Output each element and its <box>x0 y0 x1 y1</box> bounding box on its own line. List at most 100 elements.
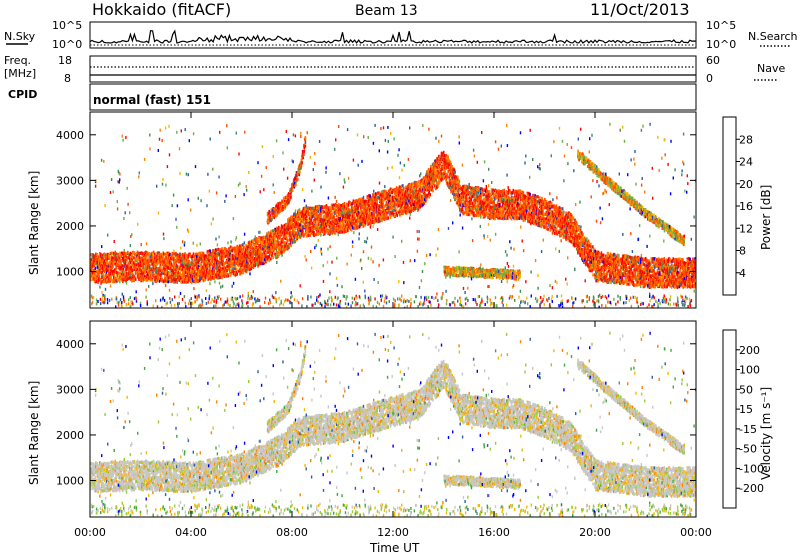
power-cell <box>175 278 177 281</box>
power-cell <box>355 223 357 227</box>
power-cell <box>226 269 228 272</box>
power-cell <box>146 256 148 260</box>
power-cell <box>117 252 120 256</box>
power-cell <box>168 260 171 264</box>
power-cell <box>285 234 288 237</box>
power-cell <box>347 207 349 210</box>
power-cell <box>215 253 218 257</box>
power-cell <box>146 263 148 267</box>
power-cell <box>205 271 207 275</box>
power-cell <box>197 264 200 268</box>
power-cell <box>254 252 256 256</box>
power-cell <box>187 258 189 262</box>
power-cell <box>277 228 279 232</box>
power-cell <box>150 276 153 280</box>
power-cell <box>344 211 346 215</box>
power-cell <box>317 229 320 233</box>
power-cell <box>134 259 136 263</box>
power-cell <box>97 279 100 283</box>
power-cell <box>266 237 269 241</box>
power-cell <box>319 215 322 219</box>
power-cell <box>185 261 187 265</box>
power-cell <box>146 266 149 270</box>
power-cell <box>271 229 274 233</box>
power-cell <box>99 268 102 272</box>
power-cell <box>200 265 202 269</box>
power-cell <box>109 266 111 270</box>
power-cell <box>108 275 111 279</box>
power-cell <box>270 250 273 254</box>
power-cell <box>132 256 134 259</box>
power-cell <box>165 261 167 265</box>
power-cell <box>310 229 312 232</box>
power-cell <box>129 272 132 275</box>
power-cell <box>109 259 112 263</box>
power-cell <box>246 250 249 254</box>
power-cell <box>139 272 142 276</box>
power-cell <box>101 276 103 280</box>
power-cell <box>299 222 302 226</box>
power-cell <box>228 261 231 265</box>
power-cell <box>201 277 203 281</box>
power-cell <box>371 213 374 217</box>
power-cell <box>230 262 232 266</box>
power-cell <box>141 270 143 274</box>
power-cell <box>372 208 375 211</box>
power-cell <box>334 231 337 235</box>
power-cell <box>304 210 306 214</box>
power-cell <box>338 225 340 229</box>
power-cell <box>164 276 166 280</box>
power-cell <box>144 255 146 259</box>
power-cell <box>167 263 169 267</box>
power-cell <box>212 249 215 252</box>
noise-right-tick-bottom: 10^0 <box>706 38 736 51</box>
power-cell <box>339 204 342 208</box>
power-cell <box>384 216 387 219</box>
power-cell <box>114 268 116 272</box>
power-cell <box>256 263 258 267</box>
power-cell <box>190 278 192 281</box>
power-cell <box>132 251 134 255</box>
power-cell <box>150 259 152 262</box>
power-cell <box>228 266 231 270</box>
power-cell <box>279 240 282 244</box>
power-cell <box>223 261 225 265</box>
power-cell <box>364 205 367 209</box>
power-cell <box>323 228 325 232</box>
power-cell <box>188 263 190 267</box>
power-cell <box>249 256 251 260</box>
power-cell <box>366 217 369 221</box>
power-cell <box>349 208 352 212</box>
power-cell <box>298 208 301 212</box>
power-cell <box>242 271 245 275</box>
power-cell <box>251 260 253 264</box>
power-cell <box>239 272 241 276</box>
power-cell <box>208 271 210 275</box>
power-cell <box>371 204 374 208</box>
power-cell <box>289 223 291 227</box>
power-cell <box>169 253 171 256</box>
power-cell <box>115 271 118 274</box>
power-cell <box>119 254 121 258</box>
power-cell <box>151 257 154 261</box>
power-cell <box>289 238 292 242</box>
power-cell <box>112 258 114 262</box>
power-cell <box>119 252 122 256</box>
power-cell <box>220 273 223 276</box>
power-cell <box>362 197 365 201</box>
power-cell <box>211 251 213 255</box>
power-cell <box>352 201 354 205</box>
power-cell <box>183 254 186 258</box>
power-cell <box>125 267 128 271</box>
power-cell <box>274 244 277 248</box>
power-cell <box>179 267 181 271</box>
power-cell <box>308 224 311 228</box>
power-cell <box>122 274 124 277</box>
power-cell <box>247 251 249 255</box>
power-cell <box>124 259 127 263</box>
power-cell <box>253 238 255 242</box>
power-cell <box>206 263 209 267</box>
power-cell <box>189 253 191 257</box>
power-cell <box>142 279 144 283</box>
power-cell <box>357 211 360 215</box>
